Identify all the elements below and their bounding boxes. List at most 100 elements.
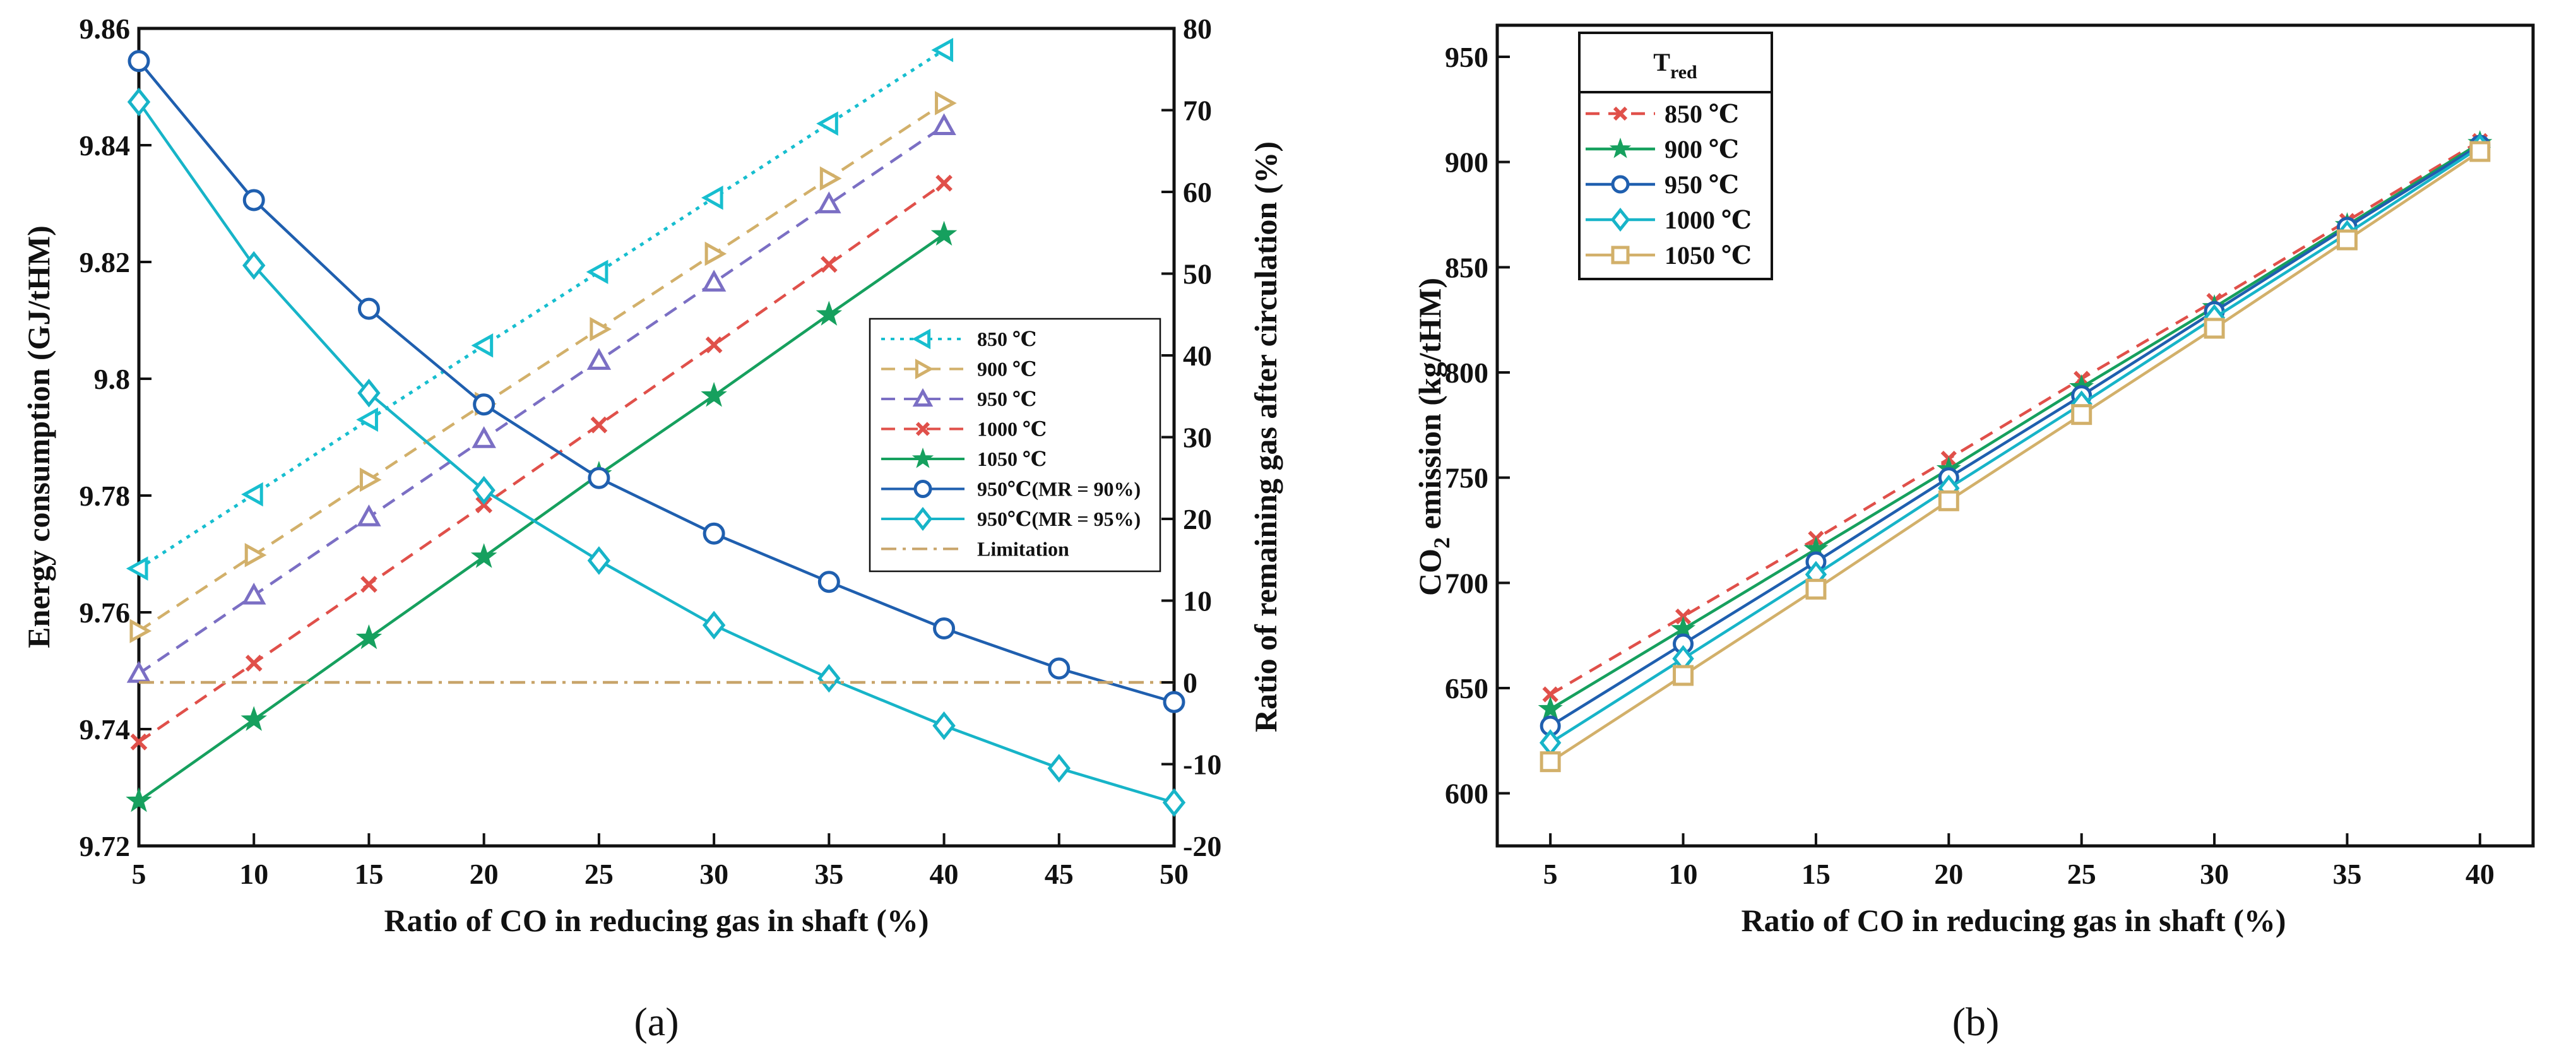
chart-a-legend-entry: 950℃(MR = 95%) <box>881 506 1141 532</box>
chart-a-legend-label: 1000 ℃ <box>977 418 1047 441</box>
chart-a-y-tick-label: 9.82 <box>80 246 131 278</box>
chart-a-legend-marker <box>911 447 934 468</box>
chart-a-series-6 <box>128 50 1185 713</box>
chart-a-data-point <box>240 706 267 731</box>
plot-frame-b <box>1495 23 2535 848</box>
chart-a-data-point <box>126 787 152 812</box>
subfigure-label-b: (b) <box>1952 999 2000 1044</box>
chart-b-legend-entry: 950 ℃ <box>1586 170 1739 199</box>
chart-a-right-y-tick-label: 0 <box>1183 667 1197 699</box>
chart-b-x-tick-label: 5 <box>1543 858 1558 890</box>
chart-a-x-tick-label: 25 <box>585 858 614 890</box>
chart-b-data-point <box>1805 578 1827 600</box>
chart-b-y-axis-label-suffix: emission (kg/tHM) <box>1412 278 1447 537</box>
chart-b-legend-marker <box>1611 175 1630 194</box>
chart-a-series-line <box>138 49 945 570</box>
chart-a-data-point <box>701 186 723 210</box>
chart-b-x-axis-label: Ratio of CO in reducing gas in shaft (%) <box>1741 903 2286 938</box>
chart-a-data-point <box>817 663 841 693</box>
chart-a-x-tick-label: 20 <box>470 858 499 890</box>
chart-b-data-point <box>1673 665 1694 686</box>
chart-a-x-tick-label: 5 <box>132 858 146 890</box>
chart-a-data-point <box>705 336 723 354</box>
chart-a-legend-marker <box>911 328 931 350</box>
chart-a-x-tick-label: 50 <box>1160 858 1189 890</box>
chart-a-series-4 <box>130 174 953 751</box>
chart-b-series-line <box>1549 150 2481 763</box>
chart-a-right-y-tick-label: 30 <box>1183 422 1212 454</box>
chart-a-data-point <box>357 504 381 526</box>
chart-a-data-point <box>1162 788 1186 817</box>
chart-b-legend-label: 900 ℃ <box>1665 135 1739 163</box>
chart-b-x-tick-label: 10 <box>1669 858 1698 890</box>
chart-a-x-tick-label: 30 <box>699 858 728 890</box>
chart-a-data-point <box>930 220 958 246</box>
chart-a-legend-entry: 1000 ℃ <box>881 418 1047 441</box>
chart-a-data-point <box>932 113 956 135</box>
chart-a-legend-entry: 1050 ℃ <box>881 447 1047 470</box>
chart-b-y-tick-label: 800 <box>1445 357 1488 389</box>
chart-a-x-tick-label: 15 <box>354 858 383 890</box>
chart-b-legend-title-main: T <box>1653 48 1670 76</box>
chart-a-right-y-tick-label: -10 <box>1183 749 1221 781</box>
chart-a-right-y-tick-label: 20 <box>1183 503 1212 535</box>
chart-a-data-point <box>935 174 953 192</box>
chart-a-data-point <box>355 624 383 650</box>
chart-a-data-point <box>129 619 152 643</box>
chart-a-right-y-tick-label: 70 <box>1183 95 1212 127</box>
chart-b-y-tick-label: 750 <box>1445 462 1488 494</box>
chart-a-data-point <box>819 166 842 191</box>
chart-a-data-point <box>588 467 610 489</box>
chart-a-x-tick-label: 35 <box>814 858 843 890</box>
chart-b-data-point <box>1540 751 1561 773</box>
chart-a-data-point <box>935 91 957 116</box>
chart-b-legend-entry: 1000 ℃ <box>1586 206 1752 234</box>
chart-b-legend-label: 850 ℃ <box>1665 100 1739 128</box>
chart-a-y-tick-label: 9.84 <box>80 129 131 162</box>
chart-a-legend-entry: 950 ℃ <box>881 388 1036 410</box>
chart-a-right-y-axis-label: Ratio of remaining gas after circulation… <box>1248 141 1283 732</box>
chart-a-legend-box <box>869 318 1161 573</box>
chart-a-legend: 850 ℃ 900 ℃ 950 ℃ 1000 ℃ 1050 ℃ 950℃(MR = 90%… <box>869 318 1161 573</box>
chart-a-data-point <box>245 655 263 672</box>
chart-a-legend-label: 950℃(MR = 95%) <box>977 508 1141 530</box>
chart-a-legend-marker <box>913 480 932 498</box>
chart-a-legend-entry: Limitation <box>881 538 1069 561</box>
chart-a-legend-marker <box>913 506 933 532</box>
chart-b-data-point <box>1538 696 1563 720</box>
chart-b-legend-label: 1000 ℃ <box>1665 206 1752 234</box>
chart-a-data-point <box>357 297 380 320</box>
chart-b-data-point <box>2336 229 2358 251</box>
chart-a-data-point <box>586 259 608 284</box>
chart-a-y-tick-label: 9.76 <box>80 597 131 629</box>
chart-b-series-line <box>1550 144 2481 727</box>
chart-a-right-y-tick-label: -20 <box>1183 830 1221 862</box>
chart-b-x-tick-label: 15 <box>1801 858 1831 890</box>
chart-a-right-y-tick-label: 50 <box>1183 258 1212 290</box>
chart-a-data-point <box>587 546 611 575</box>
chart-b-legend-title-sub: red <box>1670 62 1697 83</box>
chart-a-data-point <box>586 348 612 370</box>
chart-a: 5 10 15 20 25 30 35 40 45 50 9.72 9.74 9.76 9.78 9.8 9… <box>21 13 1283 1044</box>
chart-a-data-point <box>360 576 377 593</box>
chart-b-legend-title: Tred <box>1653 48 1697 83</box>
chart-b-data-point <box>2469 141 2491 162</box>
chart-a-data-point <box>473 393 496 416</box>
chart-a-series-1 <box>126 37 954 581</box>
chart-b-y-tick-label: 950 <box>1445 41 1488 73</box>
chart-b-data-point <box>2071 404 2092 425</box>
chart-b-y-tick-label: 650 <box>1445 672 1488 704</box>
chart-a-data-point <box>1048 657 1071 680</box>
chart-b-y-axis-label-prefix: CO <box>1412 549 1447 596</box>
chart-a-y-tick-label: 9.86 <box>80 13 131 45</box>
chart-a-data-point <box>816 300 843 326</box>
chart-a-data-point <box>241 482 263 507</box>
chart-a-data-point <box>932 711 956 740</box>
chart-b-x-tick-label: 30 <box>2200 858 2229 890</box>
chart-a-data-point <box>357 378 381 408</box>
chart-a-data-point <box>242 251 266 280</box>
chart-a-data-point <box>244 543 267 568</box>
chart-b-y-tick-label: 600 <box>1445 778 1488 810</box>
chart-a-y-tick-label: 9.78 <box>80 480 131 512</box>
